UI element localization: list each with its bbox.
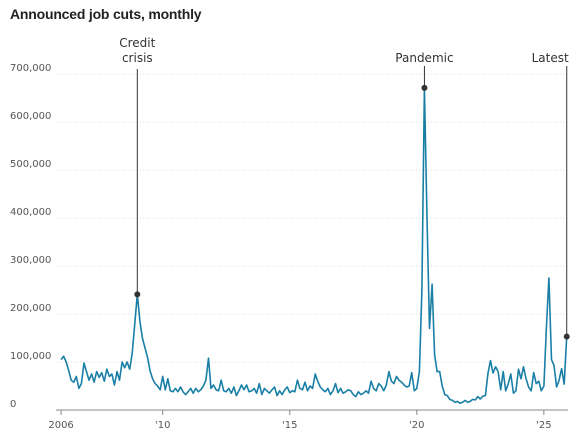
x-tick-label: '10 — [155, 420, 170, 431]
annotation-marker — [421, 84, 428, 91]
chart-title: Announced job cuts, monthly — [10, 6, 202, 22]
x-tick-label: '20 — [409, 420, 424, 431]
annotation-marker — [563, 333, 570, 340]
y-tick-label: 0 — [10, 399, 16, 410]
y-tick-label: 300,000 — [10, 255, 51, 266]
y-tick-label: 500,000 — [10, 159, 51, 170]
x-tick-label: 2006 — [48, 420, 73, 431]
annotation-label: Pandemic — [395, 51, 453, 65]
y-tick-label: 700,000 — [10, 63, 51, 74]
y-tick-label: 400,000 — [10, 207, 51, 218]
annotation-marker — [134, 291, 141, 298]
annotation-label: Latest — [532, 51, 569, 65]
x-tick-label: '25 — [536, 420, 551, 431]
y-tick-label: 600,000 — [10, 111, 51, 122]
y-tick-label: 200,000 — [10, 303, 51, 314]
annotation-label: Credit — [119, 36, 155, 50]
annotation-label: crisis — [122, 51, 153, 65]
y-tick-label: 100,000 — [10, 351, 51, 362]
series-line — [60, 87, 568, 405]
x-tick-label: '15 — [282, 420, 297, 431]
